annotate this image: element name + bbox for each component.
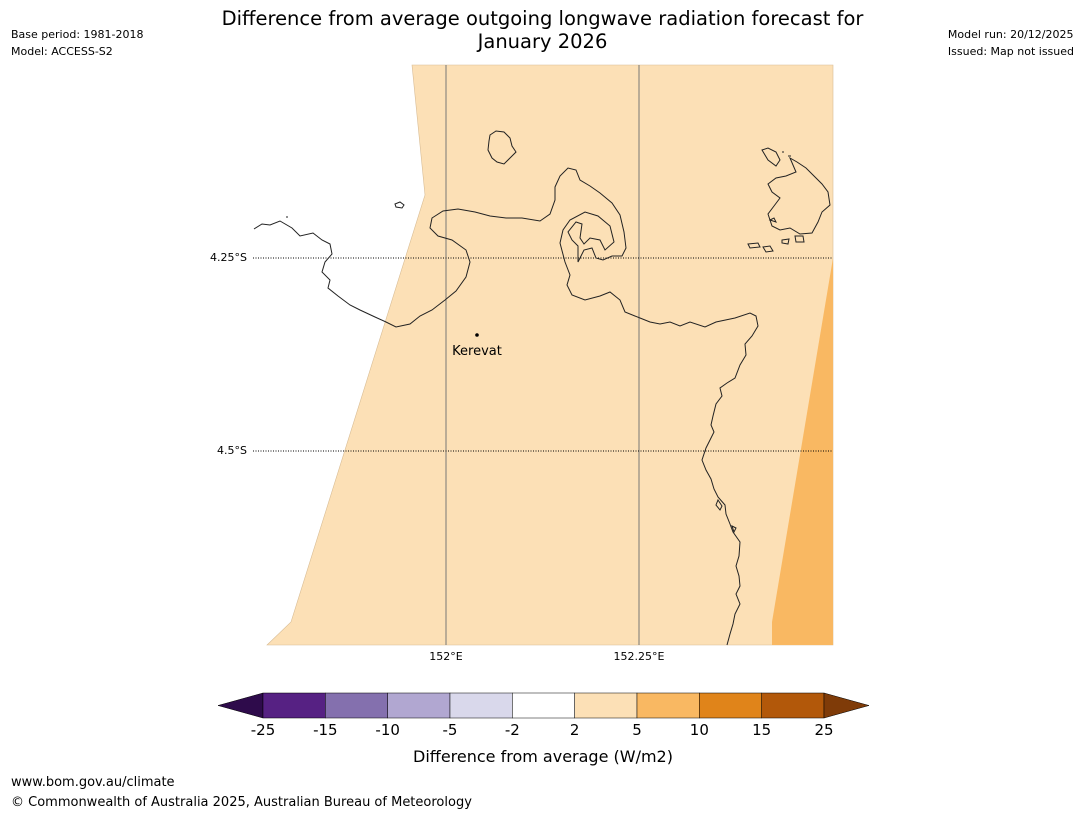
islet-west [394,201,405,209]
colorbar-label: Difference from average (W/m2) [413,747,673,766]
model-run-text: Model run: 20/12/2025 [947,28,1074,41]
footer-copyright: © Commonwealth of Australia 2025, Austra… [11,795,472,810]
coastline [253,130,831,646]
base-info: Base period: 1981-2018 Model: ACCESS-S2 [11,26,143,60]
colorbar-segment [387,692,451,719]
colorbar-tick-label: 5 [632,721,642,739]
title-line-2: January 2026 [477,30,608,53]
colorbar-tick-label: -25 [251,721,276,739]
colorbar-over-arrow [823,692,870,719]
forecast-region-5-10 [772,258,833,645]
colorbar-tick-label: 25 [814,721,833,739]
title-line-1: Difference from average outgoing longwav… [221,7,864,30]
model-text: Model: ACCESS-S2 [11,45,113,58]
base-period-text: Base period: 1981-2018 [11,28,144,41]
colorbar-under-arrow [217,692,264,719]
colorbar-tick-label: -10 [375,721,400,739]
kerevat-label: Kerevat [452,344,502,359]
islands-northeast [747,147,831,253]
colorbar-segment [512,692,575,719]
colorbar-segment [636,692,700,719]
island-north [487,130,517,165]
run-info: Model run: 20/12/2025 Issued: Map not is… [948,26,1074,60]
colorbar-tick-label: 10 [690,721,709,739]
lat-label-4-25: 4.25°S [210,251,247,264]
inlet-south [715,498,737,534]
colorbar: -25 -15 -10 -5 -2 2 5 10 15 25 Difference from av… [217,692,870,766]
colorbar-segment [262,692,326,719]
colorbar-segment [574,692,638,719]
lon-label-152-25: 152.25°E [614,650,665,663]
colorbar-tick-label: 15 [752,721,771,739]
colorbar-tick-label: -2 [505,721,520,739]
lon-label-152: 152°E [429,650,462,663]
map-title: Difference from average outgoing longwav… [180,7,905,53]
issued-text: Issued: Map not issued [947,45,1074,58]
footer-url[interactable]: www.bom.gov.au/climate [11,775,175,790]
colorbar-tick-label: 2 [570,721,580,739]
colorbar-segment [699,692,762,719]
islet-ne-small [782,151,791,157]
lat-label-4-5: 4.5°S [217,444,247,457]
kerevat-marker [475,333,479,337]
colorbar-tick-label: -15 [313,721,338,739]
colorbar-segment [325,692,388,719]
colorbar-segment [761,692,825,719]
colorbar-tick-label: -5 [443,721,458,739]
colorbar-segment [449,692,513,719]
coastline-west [253,167,759,646]
forecast-region-2-5 [266,64,834,646]
